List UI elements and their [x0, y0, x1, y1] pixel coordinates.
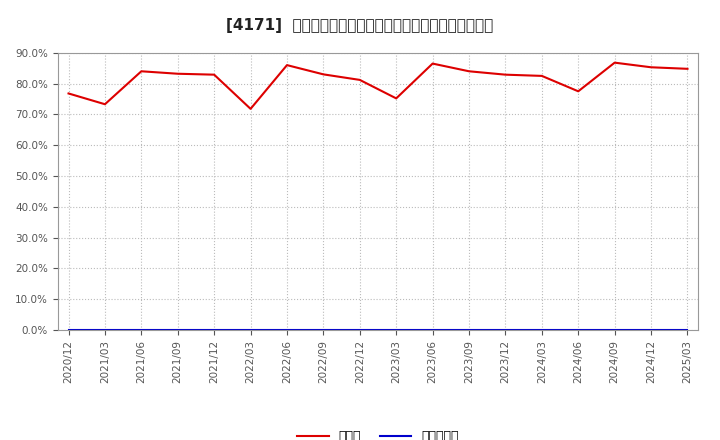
- 有利子負債: [283, 327, 292, 333]
- 有利子負債: [647, 327, 655, 333]
- 現頲金: [611, 60, 619, 65]
- 有利子負債: [574, 327, 582, 333]
- 有利子負債: [101, 327, 109, 333]
- 現頲金: [538, 73, 546, 78]
- 有利子負債: [174, 327, 182, 333]
- 現頲金: [392, 96, 400, 101]
- 有利子負債: [611, 327, 619, 333]
- 有利子負債: [683, 327, 692, 333]
- 有利子負債: [464, 327, 473, 333]
- 有利子負債: [319, 327, 328, 333]
- 現頲金: [210, 72, 218, 77]
- 現頲金: [574, 88, 582, 94]
- 有利子負債: [210, 327, 218, 333]
- 現頲金: [174, 71, 182, 77]
- 現頲金: [319, 72, 328, 77]
- 有利子負債: [538, 327, 546, 333]
- 現頲金: [501, 72, 510, 77]
- 有利子負債: [392, 327, 400, 333]
- 現頲金: [137, 69, 145, 74]
- 現頲金: [647, 65, 655, 70]
- 現頲金: [464, 69, 473, 74]
- 有利子負債: [137, 327, 145, 333]
- 現頲金: [64, 91, 73, 96]
- 有利子負債: [356, 327, 364, 333]
- Text: [4171]  現頲金、有利子負債の総資産に対する比率の推移: [4171] 現頲金、有利子負債の総資産に対する比率の推移: [226, 18, 494, 33]
- 現頲金: [683, 66, 692, 71]
- 現頲金: [283, 62, 292, 68]
- 有利子負債: [64, 327, 73, 333]
- 有利子負債: [428, 327, 437, 333]
- 有利子負債: [501, 327, 510, 333]
- Legend: 現頲金, 有利子負債: 現頲金, 有利子負債: [292, 425, 464, 440]
- 有利子負債: [246, 327, 255, 333]
- 現頲金: [428, 61, 437, 66]
- 現頲金: [101, 102, 109, 107]
- Line: 現頲金: 現頲金: [68, 62, 688, 109]
- 現頲金: [356, 77, 364, 83]
- 現頲金: [246, 106, 255, 111]
